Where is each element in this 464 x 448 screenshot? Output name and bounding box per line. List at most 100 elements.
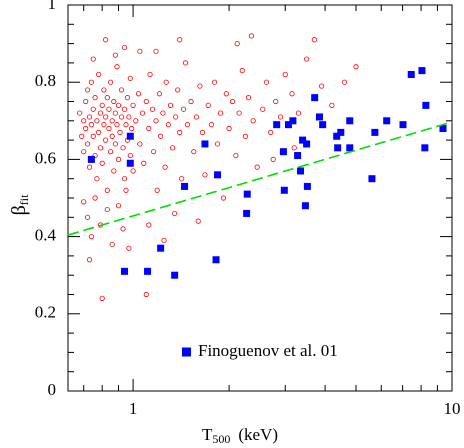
data-point	[383, 117, 391, 125]
data-point	[83, 125, 89, 132]
data-point	[214, 141, 221, 147]
data-point	[126, 245, 132, 251]
data-point	[175, 87, 181, 93]
data-point	[214, 171, 222, 179]
x-axis-label: T500 (keV)	[202, 425, 278, 446]
data-point	[154, 187, 160, 193]
data-point	[273, 98, 279, 105]
data-point	[318, 83, 325, 89]
data-point	[118, 87, 125, 93]
data-point	[239, 68, 245, 74]
data-point	[96, 71, 102, 78]
data-point	[133, 118, 139, 124]
data-point	[254, 164, 260, 170]
legend-swatch	[182, 347, 191, 357]
data-point	[167, 102, 174, 108]
data-point	[143, 98, 149, 105]
data-point	[279, 148, 287, 156]
data-point	[407, 70, 415, 78]
data-point	[118, 114, 125, 120]
data-point	[422, 101, 430, 109]
data-point	[295, 110, 302, 116]
data-point	[353, 64, 359, 70]
data-point	[248, 33, 255, 39]
data-point	[421, 144, 429, 152]
data-point	[282, 71, 288, 78]
y-tick-label: 0.8	[35, 71, 56, 90]
data-point	[243, 209, 251, 217]
data-point	[104, 187, 110, 193]
data-point	[121, 106, 128, 112]
data-point	[399, 121, 407, 129]
data-point	[121, 267, 129, 275]
data-point	[121, 44, 128, 51]
data-point	[115, 102, 122, 108]
data-point	[211, 79, 218, 85]
data-point	[81, 149, 87, 155]
legend-label: Finoguenov et al. 01	[198, 341, 338, 360]
data-point	[115, 203, 122, 209]
data-point	[111, 98, 117, 105]
data-point	[81, 118, 87, 124]
data-point	[107, 79, 114, 85]
data-point	[130, 168, 136, 174]
data-point	[181, 182, 189, 190]
data-point	[161, 237, 167, 244]
data-point	[81, 199, 87, 205]
data-point	[334, 144, 342, 152]
data-point	[127, 75, 133, 81]
data-point	[97, 110, 104, 116]
data-point	[94, 118, 100, 124]
data-point	[153, 118, 159, 124]
data-point	[104, 206, 110, 213]
data-point	[371, 128, 379, 136]
data-point	[112, 52, 118, 58]
data-point	[146, 125, 152, 132]
data-point	[199, 129, 206, 135]
data-point	[368, 175, 376, 183]
data-point	[127, 152, 133, 159]
data-point	[129, 125, 135, 132]
data-point	[86, 114, 93, 120]
data-point	[172, 210, 178, 217]
data-point	[208, 122, 214, 128]
data-point	[226, 125, 232, 132]
data-point	[112, 141, 118, 147]
data-point	[99, 295, 105, 301]
data-point	[177, 129, 183, 135]
x-tick-label: 10	[444, 399, 461, 418]
data-point	[143, 291, 149, 298]
data-point	[97, 145, 104, 151]
data-point	[77, 110, 83, 116]
data-point	[311, 37, 317, 43]
data-point	[179, 176, 185, 182]
data-point	[291, 145, 297, 151]
data-point	[115, 156, 122, 162]
data-point	[83, 98, 89, 105]
data-point	[109, 241, 115, 247]
data-point	[439, 125, 447, 133]
data-point	[96, 129, 102, 135]
data-point	[120, 226, 126, 232]
data-point	[99, 160, 105, 166]
data-point	[270, 156, 276, 162]
data-point	[90, 133, 96, 139]
data-point	[191, 149, 197, 155]
data-point	[104, 95, 110, 101]
data-point	[84, 87, 91, 93]
data-point	[123, 187, 129, 193]
data-point	[311, 94, 319, 102]
data-point	[151, 149, 157, 155]
data-point	[294, 152, 302, 160]
data-point	[109, 133, 115, 139]
data-point	[139, 110, 146, 116]
y-tick-label: 0.6	[35, 148, 56, 167]
data-point	[263, 79, 270, 85]
data-point	[90, 56, 96, 62]
y-tick-label: 0	[48, 380, 57, 399]
data-point	[205, 102, 211, 108]
data-point	[223, 91, 229, 97]
data-point	[162, 164, 168, 170]
data-point	[114, 122, 120, 128]
